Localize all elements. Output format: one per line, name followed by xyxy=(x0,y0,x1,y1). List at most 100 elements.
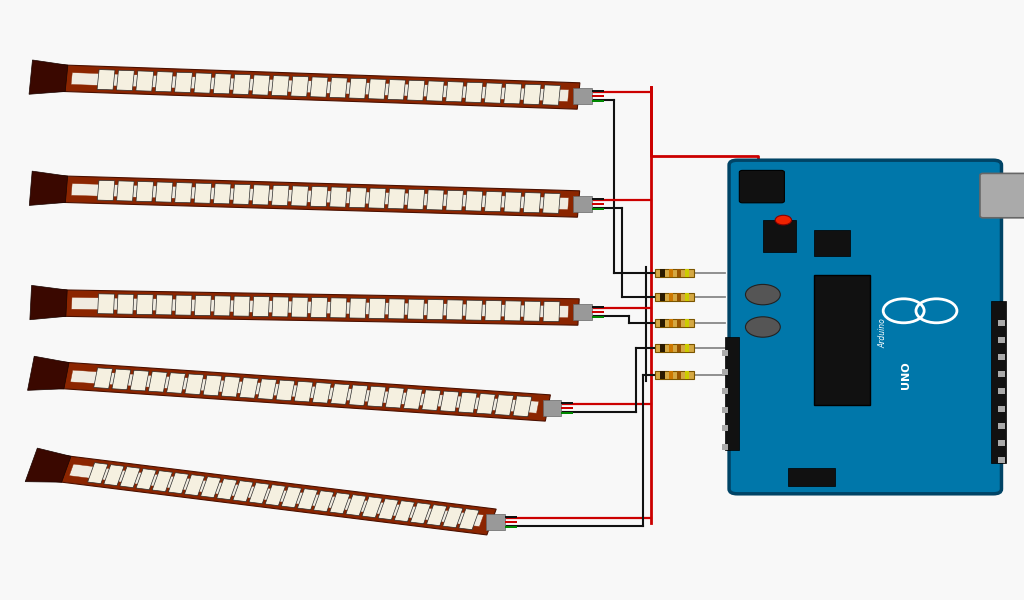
Polygon shape xyxy=(184,475,205,496)
Polygon shape xyxy=(369,298,386,319)
Polygon shape xyxy=(310,187,328,206)
Polygon shape xyxy=(72,298,568,318)
Polygon shape xyxy=(156,182,173,202)
Polygon shape xyxy=(232,481,253,502)
Polygon shape xyxy=(330,187,347,207)
Bar xyxy=(660,344,665,352)
Polygon shape xyxy=(55,176,580,217)
Polygon shape xyxy=(459,509,479,530)
Polygon shape xyxy=(272,297,289,317)
Bar xyxy=(725,337,739,450)
Polygon shape xyxy=(407,80,425,101)
Text: UNO: UNO xyxy=(901,362,911,389)
Polygon shape xyxy=(167,373,185,394)
Polygon shape xyxy=(232,74,251,95)
Bar xyxy=(669,319,673,327)
FancyBboxPatch shape xyxy=(980,173,1024,218)
Bar xyxy=(592,316,604,318)
Bar xyxy=(998,371,1005,377)
Bar xyxy=(505,521,517,523)
Bar xyxy=(655,319,694,327)
Polygon shape xyxy=(388,80,406,100)
Bar xyxy=(505,526,517,528)
Polygon shape xyxy=(271,76,289,96)
Polygon shape xyxy=(523,193,541,213)
Polygon shape xyxy=(30,286,68,320)
Bar xyxy=(722,369,728,375)
Polygon shape xyxy=(174,72,193,92)
Polygon shape xyxy=(130,370,148,391)
Bar xyxy=(677,293,681,301)
Circle shape xyxy=(745,317,780,337)
Text: Arduino: Arduino xyxy=(879,319,888,349)
Polygon shape xyxy=(70,464,483,527)
Polygon shape xyxy=(408,189,425,209)
Polygon shape xyxy=(310,298,328,317)
Bar xyxy=(998,406,1005,412)
Polygon shape xyxy=(313,491,334,512)
Bar xyxy=(814,230,850,256)
Polygon shape xyxy=(349,188,367,208)
Polygon shape xyxy=(442,506,463,528)
Polygon shape xyxy=(465,191,482,211)
Polygon shape xyxy=(369,188,386,208)
Bar xyxy=(573,88,592,104)
Bar xyxy=(763,220,797,253)
Polygon shape xyxy=(504,192,521,212)
Bar xyxy=(592,198,604,200)
Polygon shape xyxy=(88,463,108,484)
Bar xyxy=(655,293,694,301)
Polygon shape xyxy=(258,379,276,400)
Polygon shape xyxy=(168,473,188,494)
Polygon shape xyxy=(466,300,482,320)
Bar xyxy=(677,344,681,352)
Polygon shape xyxy=(94,368,113,388)
Polygon shape xyxy=(136,469,157,490)
Polygon shape xyxy=(427,299,443,320)
Polygon shape xyxy=(120,467,140,488)
Polygon shape xyxy=(484,83,503,103)
Polygon shape xyxy=(368,386,386,407)
Polygon shape xyxy=(349,385,368,406)
Polygon shape xyxy=(403,389,422,409)
Polygon shape xyxy=(504,301,521,321)
Polygon shape xyxy=(388,188,406,209)
Bar xyxy=(592,306,604,308)
Bar xyxy=(685,371,689,379)
Polygon shape xyxy=(217,479,237,500)
Bar xyxy=(685,319,689,327)
Polygon shape xyxy=(252,75,270,95)
Polygon shape xyxy=(331,384,349,404)
Bar xyxy=(505,516,517,518)
Polygon shape xyxy=(523,84,541,104)
Bar xyxy=(561,407,573,409)
Polygon shape xyxy=(30,171,68,205)
Polygon shape xyxy=(282,487,301,508)
Polygon shape xyxy=(214,296,230,316)
Polygon shape xyxy=(117,294,134,314)
Polygon shape xyxy=(156,71,173,92)
Polygon shape xyxy=(422,390,440,410)
Bar xyxy=(998,440,1005,446)
Polygon shape xyxy=(388,299,404,319)
Polygon shape xyxy=(369,79,386,99)
Polygon shape xyxy=(203,375,222,396)
Polygon shape xyxy=(291,297,308,317)
Bar xyxy=(998,320,1005,326)
Polygon shape xyxy=(297,488,317,509)
Bar xyxy=(788,468,835,486)
Polygon shape xyxy=(26,448,71,482)
Polygon shape xyxy=(476,394,496,414)
Polygon shape xyxy=(156,295,173,315)
Polygon shape xyxy=(103,464,124,485)
Polygon shape xyxy=(97,294,115,314)
Bar xyxy=(561,402,573,404)
Polygon shape xyxy=(71,184,568,209)
FancyBboxPatch shape xyxy=(739,170,784,203)
Bar xyxy=(669,344,673,352)
Polygon shape xyxy=(543,302,560,322)
Bar xyxy=(592,100,604,102)
Polygon shape xyxy=(411,503,431,524)
Polygon shape xyxy=(148,371,167,392)
Bar xyxy=(998,388,1005,394)
